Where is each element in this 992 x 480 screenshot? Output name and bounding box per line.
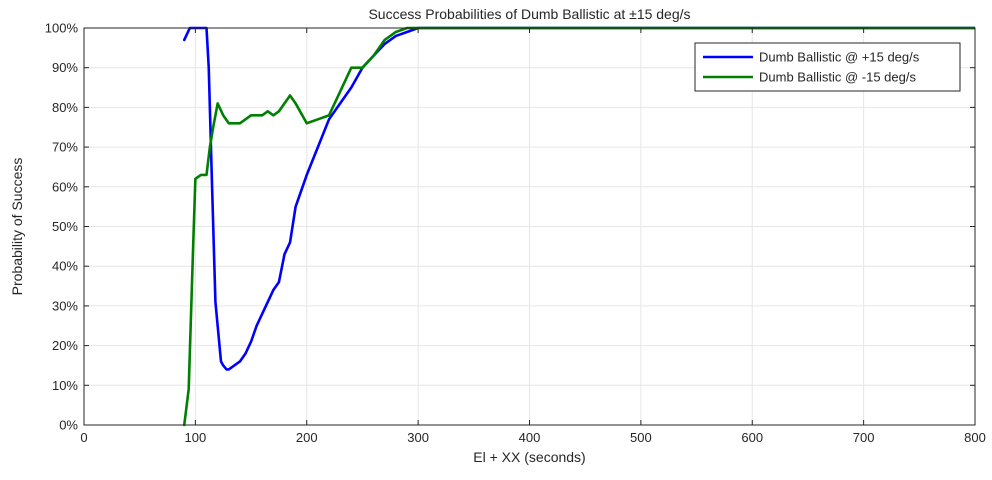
y-tick-label: 50% — [52, 219, 78, 234]
y-axis-title: Probability of Success — [9, 158, 25, 296]
x-tick-label: 700 — [853, 430, 875, 445]
y-tick-label: 70% — [52, 140, 78, 155]
axes-layer: 0 100 200 300 400 500 600 700 800 0% 10% 20% 30% 40% 5… — [45, 21, 986, 446]
legend: Dumb Ballistic @ +15 deg/s Dumb Ballistic… — [694, 42, 961, 92]
y-tick-label: 10% — [52, 378, 78, 393]
x-tick-label: 100 — [185, 430, 207, 445]
x-tick-label: 0 — [80, 430, 87, 445]
x-tick-label: 500 — [630, 430, 652, 445]
x-tick-label: 300 — [407, 430, 429, 445]
y-tick-label: 80% — [52, 100, 78, 115]
y-tick-label: 30% — [52, 298, 78, 313]
y-tick-label: 60% — [52, 179, 78, 194]
x-tick-label: 200 — [296, 430, 318, 445]
series-line-minus-15 — [182, 26, 975, 427]
y-tick-label: 90% — [52, 60, 78, 75]
x-tick-label: 600 — [741, 430, 763, 445]
y-tick-label: 0% — [59, 418, 78, 433]
legend-label: Dumb Ballistic @ -15 deg/s — [759, 70, 916, 85]
y-tick-label: 40% — [52, 259, 78, 274]
x-tick-label: 800 — [964, 430, 986, 445]
chart-title: Success Probabilities of Dumb Ballistic … — [368, 6, 690, 22]
y-tick-label: 20% — [52, 338, 78, 353]
x-axis-title: El + XX (seconds) — [473, 449, 585, 465]
legend-box — [694, 42, 961, 92]
legend-label: Dumb Ballistic @ +15 deg/s — [759, 50, 920, 65]
x-tick-label: 400 — [519, 430, 541, 445]
y-tick-label: 100% — [45, 21, 79, 36]
